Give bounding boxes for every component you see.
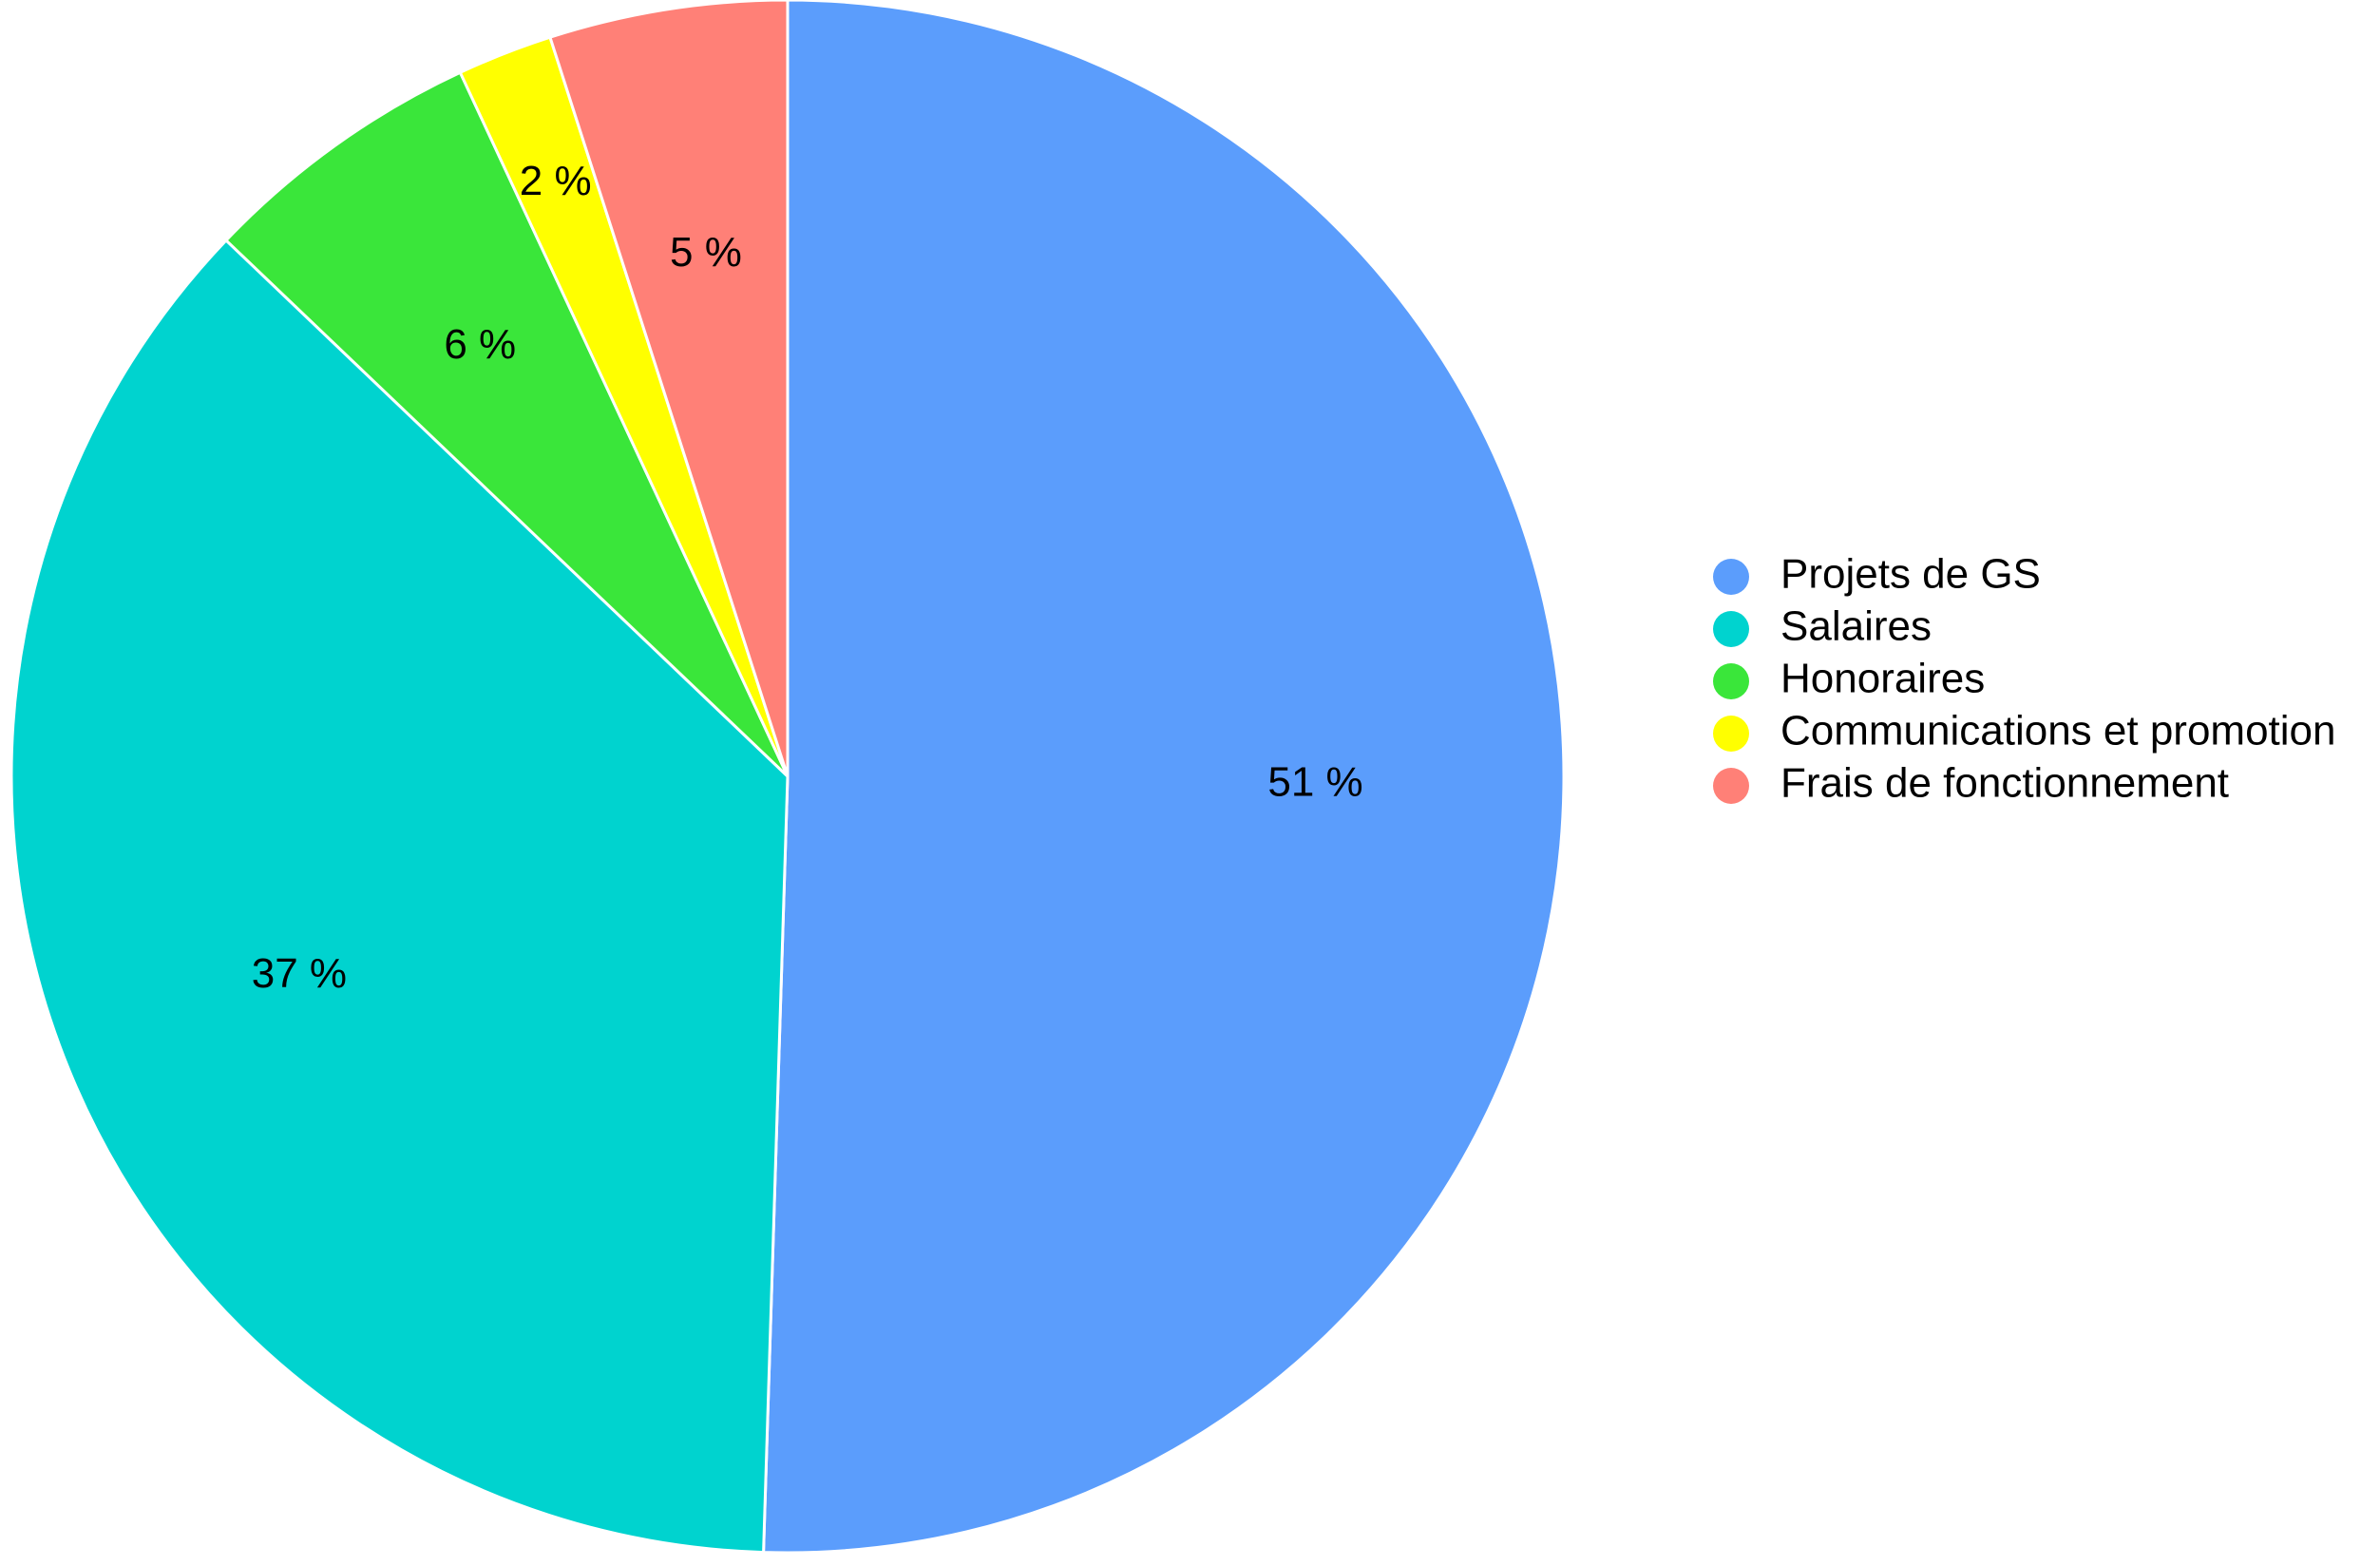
slice-value-label: 51 % bbox=[1267, 758, 1362, 805]
legend-swatch bbox=[1713, 559, 1749, 595]
pie-slices bbox=[10, 0, 1566, 1555]
slice-value-label: 2 % bbox=[520, 158, 592, 204]
pie-slice-frais-de-fonctionnement bbox=[548, 0, 790, 777]
slice-value-label: 37 % bbox=[252, 950, 347, 997]
slice-value-label: 6 % bbox=[444, 321, 516, 368]
legend-entry-label: Salaires bbox=[1780, 603, 1932, 650]
legend-swatch bbox=[1713, 768, 1749, 804]
legend-entry-label: Communications et promotion bbox=[1780, 708, 2335, 754]
pie-slice-labels: 51 % 37 % 6 % 2 % 5 % bbox=[252, 158, 1363, 997]
legend-swatch bbox=[1713, 716, 1749, 752]
pie-slice-projets-de-gs bbox=[762, 0, 1566, 1555]
legend: Projets de GS Salaires Honoraires Communica… bbox=[1713, 551, 2335, 807]
pie-slice-honoraires bbox=[223, 70, 790, 778]
pie-slice-salaires bbox=[10, 238, 790, 1555]
legend-entry-label: Projets de GS bbox=[1780, 551, 2041, 598]
legend-swatch bbox=[1713, 663, 1749, 699]
legend-entry-label: Frais de fonctionnement bbox=[1780, 760, 2229, 807]
slice-value-label: 5 % bbox=[670, 229, 742, 276]
legend-entry-label: Honoraires bbox=[1780, 656, 1985, 702]
legend-swatch bbox=[1713, 611, 1749, 647]
